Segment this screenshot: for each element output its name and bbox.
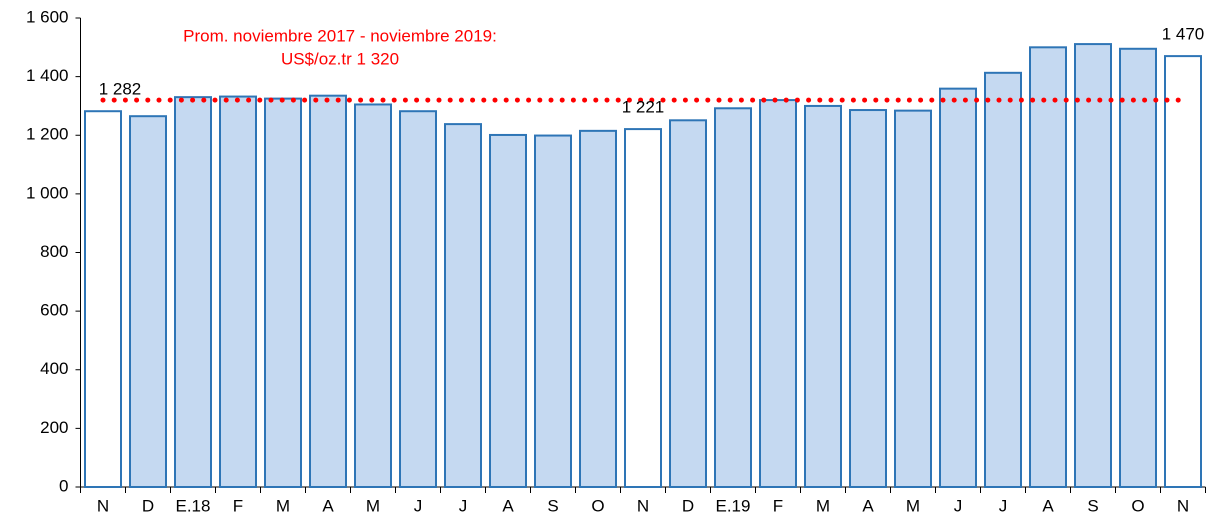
y-tick-label: 1 400 [26, 66, 69, 85]
bar [1119, 47, 1157, 488]
x-tick-label: O [1131, 496, 1144, 515]
x-tick-label: E.19 [716, 496, 751, 515]
bar [1074, 43, 1112, 488]
bar [579, 129, 617, 488]
bar [84, 110, 122, 489]
x-tick-label: A [322, 496, 334, 515]
x-tick-label: J [999, 496, 1008, 515]
data-label: 1 282 [99, 80, 142, 99]
bar [804, 104, 842, 488]
bar [174, 96, 212, 489]
x-tick-label: E.18 [176, 496, 211, 515]
x-tick-label: A [862, 496, 874, 515]
x-tick-label: D [682, 496, 694, 515]
annotation: Prom. noviembre 2017 - noviembre 2019: [183, 26, 497, 45]
x-tick-label: N [1177, 496, 1189, 515]
bar [399, 110, 437, 489]
x-tick-label: A [502, 496, 514, 515]
x-tick-label: O [591, 496, 604, 515]
x-tick-label: M [906, 496, 920, 515]
data-label: 1 221 [622, 98, 665, 117]
bar [669, 119, 707, 488]
bar [759, 99, 797, 488]
bar [894, 109, 932, 488]
x-tick-label: A [1042, 496, 1054, 515]
annotation: US$/oz.tr 1 320 [281, 49, 399, 68]
bar [444, 123, 482, 489]
x-tick-label: J [954, 496, 963, 515]
x-tick-label: J [459, 496, 468, 515]
y-tick-label: 800 [40, 242, 68, 261]
x-tick-label: M [276, 496, 290, 515]
bar [984, 71, 1022, 489]
x-tick-label: F [773, 496, 783, 515]
y-tick-label: 400 [40, 359, 68, 378]
bar [489, 133, 527, 488]
y-tick-label: 600 [40, 301, 68, 320]
y-tick-label: 1 000 [26, 183, 69, 202]
x-tick-label: S [547, 496, 558, 515]
bar [939, 87, 977, 488]
bar [129, 115, 167, 489]
x-tick-label: M [366, 496, 380, 515]
bar [849, 109, 887, 488]
x-tick-label: J [414, 496, 423, 515]
bar [624, 128, 662, 489]
y-tick-label: 1 600 [26, 7, 69, 26]
bar [1164, 55, 1202, 488]
bar [714, 107, 752, 488]
bar [219, 95, 257, 489]
data-label: 1 470 [1162, 25, 1205, 44]
x-tick-label: F [233, 496, 243, 515]
bar [354, 103, 392, 489]
x-tick-label: M [816, 496, 830, 515]
bar [309, 94, 347, 488]
y-tick-label: 1 200 [26, 125, 69, 144]
bar [1029, 46, 1067, 488]
x-tick-label: S [1087, 496, 1098, 515]
x-tick-label: N [97, 496, 109, 515]
x-tick-label: D [142, 496, 154, 515]
y-tick-label: 200 [40, 418, 68, 437]
y-tick-label: 0 [59, 476, 68, 495]
bar [534, 134, 572, 488]
x-tick-label: N [637, 496, 649, 515]
bar [264, 97, 302, 488]
